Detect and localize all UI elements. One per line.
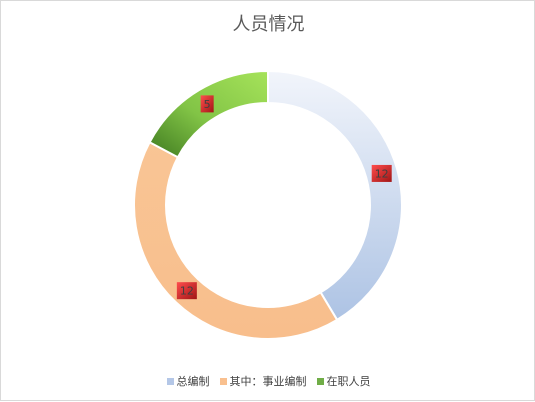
legend-item-total: 总编制: [166, 373, 210, 389]
slice-active: [148, 69, 269, 159]
data-label: 12: [375, 167, 389, 180]
legend-item-active: 在职人员: [316, 373, 371, 389]
legend-item-career: 其中：事业编制: [219, 373, 307, 389]
legend-swatch: [166, 377, 174, 385]
legend-label: 在职人员: [326, 375, 371, 388]
legend: 总编制 其中：事业编制 在职人员: [1, 373, 535, 389]
slice-career: [133, 140, 339, 340]
chart-title: 人员情况: [232, 14, 305, 35]
data-label: 5: [204, 98, 211, 111]
legend-swatch: [219, 377, 227, 385]
data-label-box: [200, 95, 214, 113]
slice-total: [267, 69, 403, 322]
legend-label: 其中：事业编制: [229, 375, 307, 388]
data-label-box: [176, 282, 197, 300]
legend-swatch: [316, 377, 324, 385]
data-label-box: [371, 164, 392, 182]
legend-label: 总编制: [176, 375, 210, 388]
data-label: 12: [180, 285, 194, 298]
